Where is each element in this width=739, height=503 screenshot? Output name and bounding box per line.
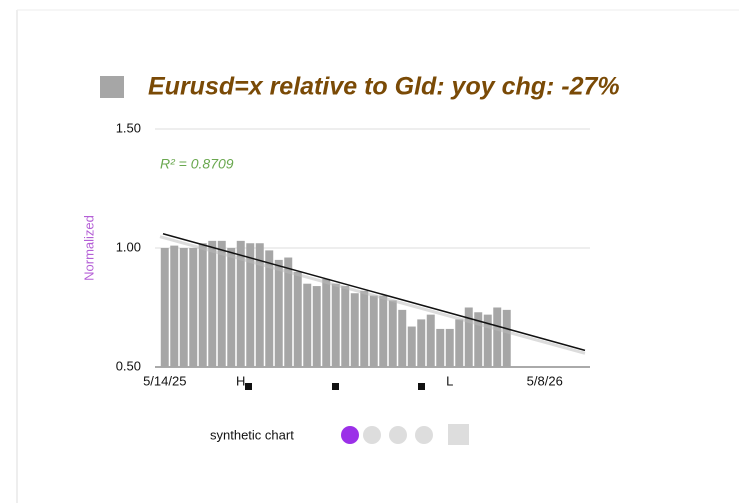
dot[interactable] [415, 426, 433, 444]
y-axis-label: Normalized [81, 215, 96, 281]
bar [350, 293, 359, 367]
bar [341, 286, 350, 367]
bar [293, 271, 302, 367]
x-tick-label: 5/14/25 [143, 373, 186, 388]
bar [198, 243, 207, 367]
chart-title: Eurusd=x relative to Gld: yoy chg: -27% [148, 73, 620, 101]
bar [189, 248, 198, 367]
r-squared: R² = 0.8709 [160, 156, 234, 172]
bar [502, 309, 511, 367]
bar [265, 250, 274, 367]
bar [331, 283, 340, 367]
title-icon [100, 76, 124, 98]
dot[interactable] [363, 426, 381, 444]
bar [284, 257, 293, 367]
trend-shadow [159, 235, 586, 355]
bar [483, 314, 492, 367]
marker-label: L [446, 373, 453, 388]
footer-label: synthetic chart [210, 427, 294, 442]
event-marker [418, 383, 425, 390]
bar [217, 240, 226, 367]
toggle-square[interactable] [448, 424, 469, 445]
bar [493, 307, 502, 367]
bar [312, 286, 321, 367]
dot[interactable] [389, 426, 407, 444]
bar [369, 295, 378, 367]
bar [160, 248, 169, 367]
event-marker [245, 383, 252, 390]
bar [417, 319, 426, 367]
bar [208, 240, 217, 367]
bar [426, 314, 435, 367]
bar [379, 295, 388, 367]
bar [464, 307, 473, 367]
bar [455, 319, 464, 367]
bar [227, 248, 236, 367]
bar [360, 290, 369, 367]
y-tick-label: 1.50 [116, 120, 141, 135]
dot-selected[interactable] [341, 426, 359, 444]
bar [236, 240, 245, 367]
bar [303, 283, 312, 367]
bar [255, 243, 264, 367]
bar [407, 326, 416, 367]
y-tick-label: 1.00 [116, 239, 141, 254]
bar [246, 243, 255, 367]
y-tick-label: 0.50 [116, 358, 141, 373]
bar [170, 245, 179, 367]
bar [179, 248, 188, 367]
marker-label: H [236, 373, 245, 388]
x-tick-label: 5/8/26 [527, 373, 563, 388]
bar [436, 328, 445, 367]
bar [322, 278, 331, 367]
trend-line [162, 232, 586, 352]
bar [388, 300, 397, 367]
bar [474, 312, 483, 367]
bar [445, 328, 454, 367]
bar [274, 259, 283, 367]
event-marker [332, 383, 339, 390]
bar [398, 309, 407, 367]
